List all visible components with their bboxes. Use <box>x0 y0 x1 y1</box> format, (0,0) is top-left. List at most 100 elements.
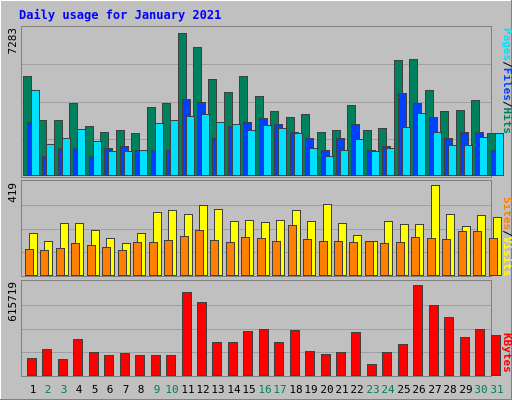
day-label: 7 <box>123 383 130 396</box>
bar-kbytes-day-12 <box>197 302 207 376</box>
bar-sites-day-10 <box>164 240 173 276</box>
panel-max-label-kbytes: 615719 <box>6 282 19 322</box>
bar-sites-day-15 <box>241 237 250 276</box>
bar-pages-day-7 <box>124 151 133 176</box>
bar-kbytes-day-5 <box>89 352 99 376</box>
bar-kbytes-day-2 <box>42 349 52 376</box>
day-label: 26 <box>412 383 425 396</box>
legend-part: / <box>501 61 512 68</box>
bar-pages-day-31 <box>495 133 504 176</box>
bar-pages-day-16 <box>263 125 272 176</box>
day-label: 19 <box>304 383 317 396</box>
day-label: 6 <box>107 383 114 396</box>
bar-kbytes-day-21 <box>336 352 346 376</box>
day-label: 22 <box>350 383 363 396</box>
day-label: 5 <box>92 383 99 396</box>
bar-sites-day-5 <box>87 245 96 276</box>
bar-sites-day-6 <box>102 247 111 276</box>
bar-pages-day-24 <box>386 148 395 176</box>
day-label: 13 <box>211 383 224 396</box>
bar-kbytes-day-15 <box>243 331 253 376</box>
day-label: 30 <box>474 383 487 396</box>
legend-part: Pages <box>501 28 512 61</box>
bar-pages-day-21 <box>340 150 349 176</box>
day-label: 2 <box>45 383 52 396</box>
legend-part: Visits <box>501 237 512 277</box>
day-label: 15 <box>242 383 255 396</box>
day-label: 31 <box>490 383 503 396</box>
day-label: 23 <box>366 383 379 396</box>
bar-sites-day-20 <box>319 241 328 276</box>
bar-pages-day-14 <box>232 124 241 176</box>
bar-sites-day-16 <box>257 238 266 276</box>
panel-hits-files-pages <box>21 26 492 178</box>
legend-part: / <box>501 230 512 237</box>
bar-sites-day-14 <box>226 242 235 276</box>
day-labels: 1 2 3 4 5 6 7 8 9 10 11 12 13 14 15 16 17 18 19 20 21 22 23 24 2… <box>30 383 504 396</box>
day-label: 14 <box>227 383 241 396</box>
day-label: 16 <box>258 383 271 396</box>
bar-sites-day-28 <box>442 239 451 276</box>
day-label: 3 <box>61 383 68 396</box>
bar-sites-day-25 <box>396 242 405 276</box>
bar-pages-day-26 <box>417 113 426 176</box>
bar-kbytes-day-3 <box>58 359 68 376</box>
bar-pages-day-6 <box>108 151 117 176</box>
bar-pages-day-18 <box>294 133 303 176</box>
bar-kbytes-day-30 <box>475 329 485 376</box>
panel-max-label-hits: 7283 <box>6 28 19 55</box>
bar-kbytes-day-4 <box>73 339 83 376</box>
bar-pages-day-25 <box>402 127 411 176</box>
bar-kbytes-day-8 <box>135 355 145 376</box>
bar-pages-day-22 <box>355 139 364 176</box>
bar-kbytes-day-28 <box>444 317 454 376</box>
day-label: 4 <box>76 383 83 396</box>
bar-sites-day-17 <box>272 241 281 276</box>
panel-kbytes <box>21 280 492 377</box>
bar-pages-day-13 <box>216 122 225 176</box>
bar-pages-day-23 <box>371 151 380 176</box>
bar-kbytes-day-9 <box>151 355 161 376</box>
bar-sites-day-29 <box>458 231 467 276</box>
bar-kbytes-day-1 <box>27 358 37 376</box>
bar-pages-day-29 <box>464 145 473 176</box>
bar-pages-day-8 <box>139 150 148 176</box>
bar-pages-day-15 <box>247 130 256 176</box>
bar-kbytes-day-25 <box>398 344 408 376</box>
bar-pages-day-2 <box>46 144 55 176</box>
bar-sites-day-23 <box>365 241 374 276</box>
bar-sites-day-2 <box>40 250 49 276</box>
day-label: 20 <box>320 383 333 396</box>
legend-part: KBytes <box>501 333 512 373</box>
bar-pages-day-1 <box>31 90 40 176</box>
day-label: 29 <box>459 383 472 396</box>
bar-kbytes-day-31 <box>491 335 501 376</box>
bar-pages-day-10 <box>170 120 179 176</box>
day-label: 27 <box>428 383 441 396</box>
bar-sites-day-31 <box>489 238 498 276</box>
panel-max-label-visits: 419 <box>6 183 19 203</box>
bar-pages-day-28 <box>448 145 457 176</box>
bar-sites-day-1 <box>25 249 34 276</box>
bar-kbytes-day-10 <box>166 355 176 376</box>
legend-pages-files-hits: Pages/Files/Hits <box>501 28 512 134</box>
bar-kbytes-day-29 <box>460 337 470 376</box>
bar-sites-day-19 <box>303 239 312 276</box>
panel-frame <box>21 280 492 377</box>
legend-kbytes: KBytes <box>501 333 512 373</box>
bar-pages-day-12 <box>201 114 210 176</box>
bar-kbytes-day-24 <box>382 352 392 376</box>
day-label: 8 <box>138 383 145 396</box>
bar-sites-day-12 <box>195 230 204 276</box>
bar-sites-day-30 <box>473 231 482 276</box>
bar-sites-day-3 <box>56 248 65 276</box>
panel-frame <box>21 180 492 277</box>
bar-pages-day-20 <box>325 156 334 176</box>
bar-sites-day-21 <box>334 241 343 276</box>
bar-pages-day-3 <box>62 138 71 176</box>
bar-sites-day-27 <box>427 238 436 276</box>
legend-part: Sites <box>501 197 512 230</box>
bar-kbytes-day-23 <box>367 364 377 376</box>
bar-kbytes-day-6 <box>104 355 114 376</box>
